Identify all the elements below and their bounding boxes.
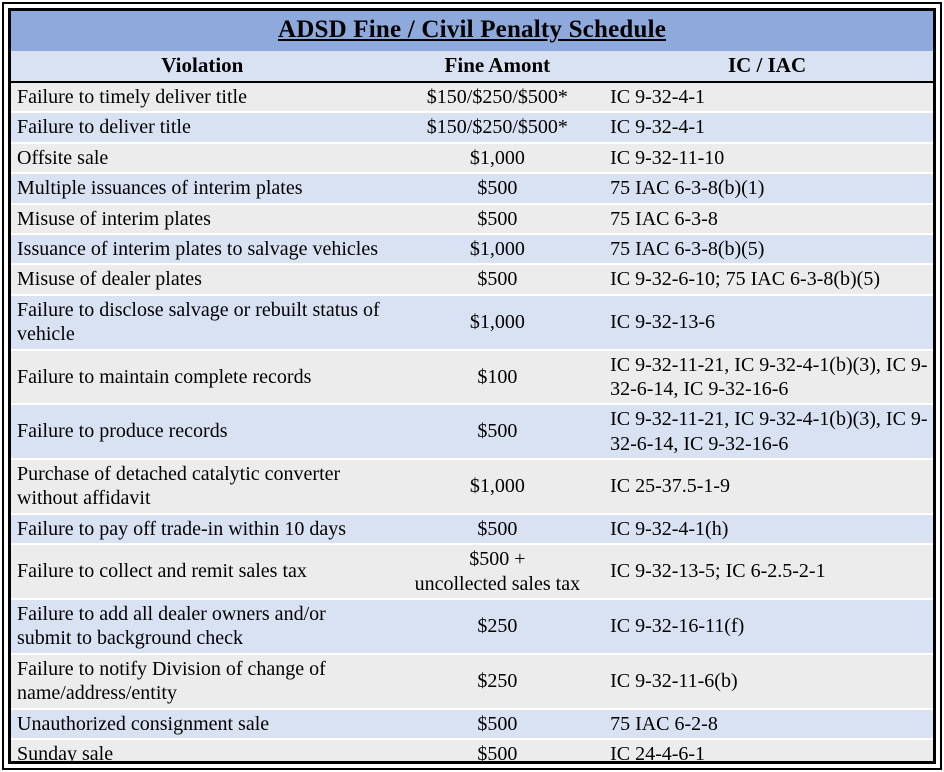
violation-cell: Failure to add all dealer owners and/or … (11, 599, 394, 654)
violation-cell: Failure to produce records (11, 404, 394, 460)
fine-amount-cell: $500 (393, 203, 602, 234)
fine-amount-cell: $250 (393, 653, 602, 709)
table-row: Failure to deliver title $150/$250/$500* I… (11, 112, 933, 143)
violation-cell: Sunday sale (11, 738, 394, 761)
table-row: Sunday sale $500 IC 24-4-6-1 (11, 738, 933, 761)
table-row: Unauthorized consignment sale $500 75 IAC … (11, 708, 933, 739)
title-row: ADSD Fine / Civil Penalty Schedule (11, 11, 933, 51)
table-title: ADSD Fine / Civil Penalty Schedule (277, 16, 667, 43)
ic-iac-cell: IC 9-32-11-10 (601, 142, 933, 174)
violation-cell: Purchase of detached catalytic converter… (11, 459, 394, 514)
fine-amount-cell: $1,000 (393, 142, 602, 174)
table-body: Failure to timely deliver title $150/$250… (11, 82, 933, 761)
fine-amount-cell: $500 (393, 513, 602, 545)
fine-amount-cell: $1,000 (393, 294, 602, 350)
violation-cell: Failure to disclose salvage or rebuilt s… (11, 294, 394, 350)
table-row: Offsite sale $1,000 IC 9-32-11-10 (11, 142, 933, 174)
violation-cell: Multiple issuances of interim plates (11, 173, 394, 204)
ic-iac-cell: IC 24-4-6-1 (601, 738, 933, 761)
ic-iac-cell: IC 9-32-4-1 (601, 82, 933, 113)
violation-cell: Misuse of interim plates (11, 203, 394, 234)
violation-cell: Failure to collect and remit sales tax (11, 544, 394, 600)
ic-iac-cell: IC 9-32-4-1 (601, 112, 933, 143)
table-row: Failure to disclose salvage or rebuilt s… (11, 294, 933, 350)
violation-cell: Offsite sale (11, 142, 394, 174)
fine-amount-cell: $100 (393, 349, 602, 405)
ic-iac-cell: IC 9-32-11-21, IC 9-32-4-1(b)(3), IC 9-3… (601, 404, 933, 460)
column-header-row: Violation Fine Amont IC / IAC (11, 51, 933, 82)
fine-amount-cell: $500 (393, 173, 602, 204)
violation-cell: Failure to deliver title (11, 112, 394, 143)
ic-iac-cell: 75 IAC 6-3-8(b)(5) (601, 233, 933, 265)
ic-iac-cell: IC 9-32-16-11(f) (601, 599, 933, 654)
fine-amount-cell: $150/$250/$500* (393, 82, 602, 113)
table-row: Failure to collect and remit sales tax $5… (11, 544, 933, 600)
table-row: Multiple issuances of interim plates $500… (11, 173, 933, 204)
fine-amount-cell: $500 (393, 738, 602, 761)
ic-iac-cell: IC 9-32-13-6 (601, 294, 933, 350)
table-inner-border: ADSD Fine / Civil Penalty Schedule Viola… (8, 8, 936, 764)
fine-amount-cell: $500 + uncollected sales tax (393, 544, 602, 600)
fine-amount-cell: $1,000 (393, 459, 602, 514)
table-row: Failure to pay off trade-in within 10 da… (11, 513, 933, 545)
table-row: Failure to add all dealer owners and/or … (11, 599, 933, 654)
column-header-ic-iac: IC / IAC (601, 51, 933, 82)
table-row: Failure to timely deliver title $150/$250… (11, 82, 933, 113)
column-header-violation: Violation (11, 51, 394, 82)
violation-cell: Failure to timely deliver title (11, 82, 394, 113)
ic-iac-cell: 75 IAC 6-3-8(b)(1) (601, 173, 933, 204)
fine-amount-cell: $250 (393, 599, 602, 654)
violation-cell: Failure to pay off trade-in within 10 da… (11, 513, 394, 545)
violation-cell: Misuse of dealer plates (11, 264, 394, 295)
fine-amount-cell: $500 (393, 404, 602, 460)
violation-cell: Unauthorized consignment sale (11, 708, 394, 739)
ic-iac-cell: IC 9-32-6-10; 75 IAC 6-3-8(b)(5) (601, 264, 933, 295)
ic-iac-cell: IC 25-37.5-1-9 (601, 459, 933, 514)
ic-iac-cell: IC 9-32-4-1(h) (601, 513, 933, 545)
column-header-fine-amount: Fine Amont (393, 51, 602, 82)
table-row: Failure to produce records $500 IC 9-32-11… (11, 404, 933, 460)
table-row: Purchase of detached catalytic converter… (11, 459, 933, 514)
ic-iac-cell: IC 9-32-13-5; IC 6-2.5-2-1 (601, 544, 933, 600)
table-row: Failure to notify Division of change of … (11, 653, 933, 709)
ic-iac-cell: IC 9-32-11-6(b) (601, 653, 933, 709)
violation-cell: Issuance of interim plates to salvage ve… (11, 233, 394, 265)
ic-iac-cell: IC 9-32-11-21, IC 9-32-4-1(b)(3), IC 9-3… (601, 349, 933, 405)
table-row: Misuse of interim plates $500 75 IAC 6-3-8 (11, 203, 933, 234)
table-row: Failure to maintain complete records $100… (11, 349, 933, 405)
table-row: Issuance of interim plates to salvage ve… (11, 233, 933, 265)
ic-iac-cell: 75 IAC 6-3-8 (601, 203, 933, 234)
fine-amount-cell: $500 (393, 708, 602, 739)
ic-iac-cell: 75 IAC 6-2-8 (601, 708, 933, 739)
fine-amount-cell: $150/$250/$500* (393, 112, 602, 143)
fine-amount-cell: $1,000 (393, 233, 602, 265)
fine-amount-cell: $500 (393, 264, 602, 295)
violation-cell: Failure to notify Division of change of … (11, 653, 394, 709)
violation-cell: Failure to maintain complete records (11, 349, 394, 405)
table-row: Misuse of dealer plates $500 IC 9-32-6-10;… (11, 264, 933, 295)
penalty-schedule-table: ADSD Fine / Civil Penalty Schedule Viola… (11, 11, 933, 761)
